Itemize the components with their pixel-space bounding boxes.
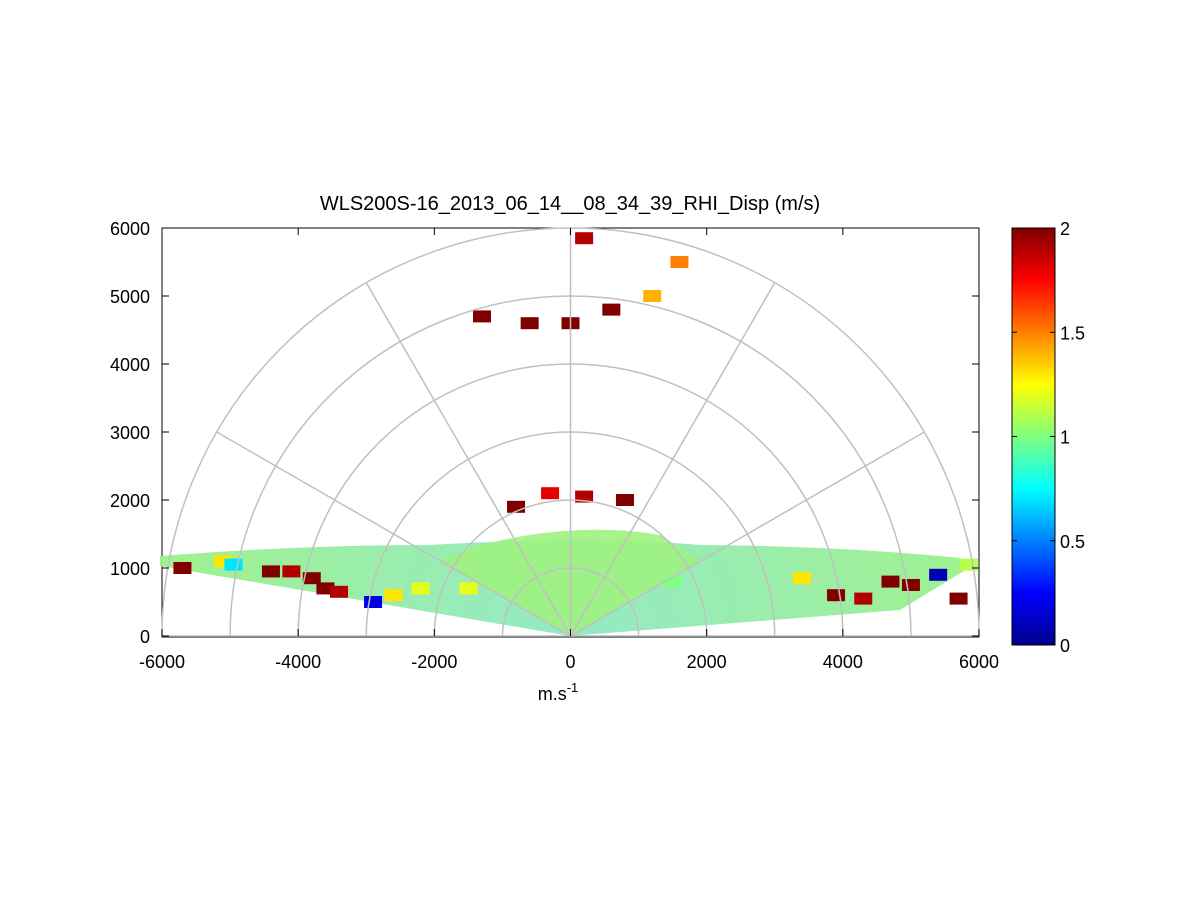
- data-cell: [261, 565, 280, 578]
- spoke-line: [365, 282, 572, 637]
- colorbar-ticks: 0 0.5 1 1.5 2: [1012, 219, 1085, 656]
- x-axis-label: m.s-1: [538, 680, 579, 704]
- y-tick-label: 1000: [110, 559, 150, 579]
- spoke-line: [569, 282, 776, 637]
- data-cell: [854, 592, 873, 605]
- colorbar-tick-label: 0: [1060, 636, 1070, 656]
- y-tick-label: 6000: [110, 219, 150, 239]
- x-tick-label: 0: [565, 652, 575, 672]
- data-cell: [541, 487, 560, 500]
- y-tick-label: 2000: [110, 491, 150, 511]
- data-cell: [827, 589, 846, 602]
- colorbar-tick-label: 0.5: [1060, 532, 1085, 552]
- x-axis-label-superscript: -1: [567, 680, 579, 695]
- data-cell: [881, 575, 900, 588]
- data-cells: [173, 232, 978, 608]
- y-tick-label: 4000: [110, 355, 150, 375]
- chart-title: WLS200S-16_2013_06_14__08_34_39_RHI_Disp…: [320, 193, 820, 215]
- colorbar: [1011, 227, 1056, 646]
- data-cell: [411, 582, 430, 595]
- x-tick-label: 6000: [959, 652, 999, 672]
- data-cell: [472, 310, 491, 323]
- data-cell: [282, 565, 301, 578]
- data-cell: [302, 572, 321, 585]
- y-tick-label: 5000: [110, 287, 150, 307]
- data-cell: [330, 585, 349, 598]
- y-tick-label: 3000: [110, 423, 150, 443]
- data-cell: [224, 558, 243, 571]
- data-cell: [575, 490, 594, 503]
- colorbar-tick-label: 2: [1060, 219, 1070, 239]
- x-tick-label: 2000: [687, 652, 727, 672]
- spoke-line: [216, 431, 571, 637]
- data-cell: [949, 592, 968, 605]
- x-tick-label: -2000: [411, 652, 457, 672]
- data-cell: [520, 317, 539, 330]
- data-cell: [643, 290, 662, 302]
- data-cell: [901, 579, 920, 591]
- data-cell: [316, 582, 335, 595]
- data-cell: [602, 303, 621, 316]
- x-axis-label-base: m.s: [538, 684, 567, 704]
- data-cell: [615, 494, 634, 506]
- data-cell: [364, 596, 383, 608]
- spoke-line: [570, 431, 925, 637]
- data-cell: [959, 558, 978, 571]
- x-tick-label: -6000: [139, 652, 185, 672]
- axes: -6000 -4000 -2000 0 2000 4000 6000 0 1000 2000 300…: [110, 219, 999, 672]
- data-cell: [792, 572, 811, 585]
- x-tick-label: -4000: [275, 652, 321, 672]
- data-cell: [929, 568, 948, 581]
- colorbar-tick-label: 1.5: [1060, 323, 1085, 343]
- data-cell: [663, 575, 682, 588]
- data-cell: [575, 232, 594, 245]
- x-tick-label: 4000: [823, 652, 863, 672]
- data-cell: [459, 582, 478, 595]
- data-cell: [670, 256, 689, 268]
- colorbar-tick-label: 1: [1060, 428, 1070, 448]
- y-tick-label: 0: [140, 627, 150, 647]
- data-cell: [384, 589, 403, 602]
- data-cell: [173, 562, 192, 574]
